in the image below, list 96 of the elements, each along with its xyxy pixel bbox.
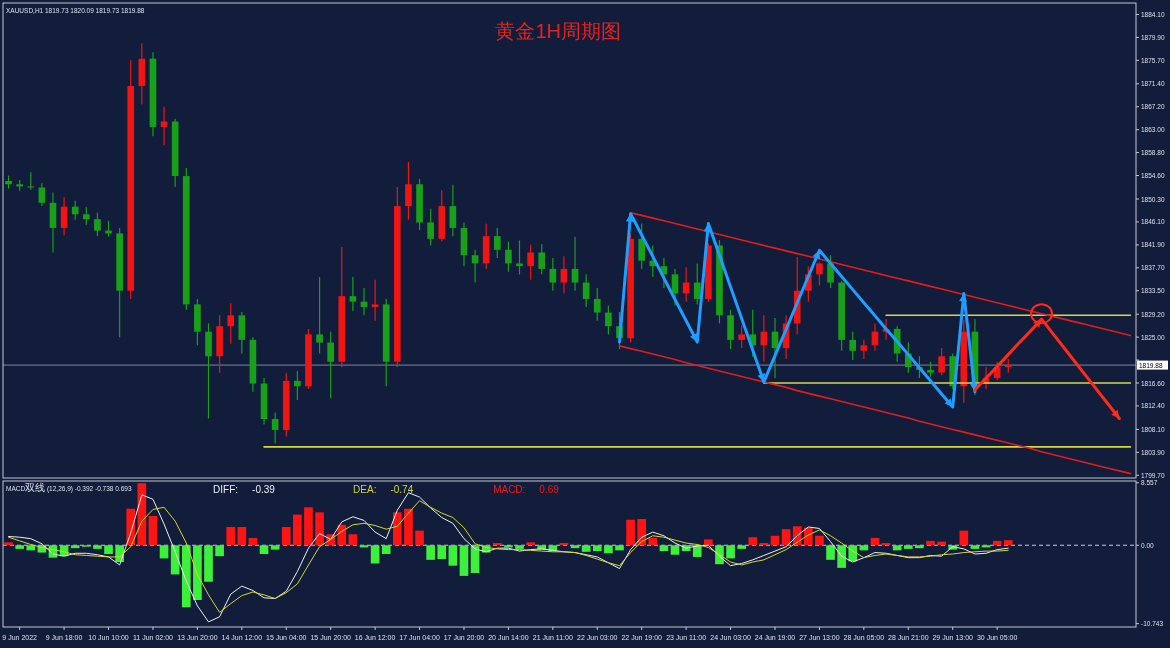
bar [193, 545, 202, 600]
bar [915, 545, 924, 549]
candlestick [316, 276, 323, 355]
bar [404, 508, 413, 546]
candlestick [449, 184, 457, 237]
bar [526, 542, 535, 546]
text: MACD: [493, 483, 526, 495]
candlestick [371, 279, 379, 322]
candlestick [516, 239, 523, 275]
candlestick [505, 240, 512, 273]
candlestick [94, 212, 101, 237]
bar [515, 545, 524, 549]
candlestick [527, 244, 534, 281]
candlestick [538, 243, 546, 275]
bar [270, 545, 280, 550]
bar [492, 543, 502, 546]
candlestick [693, 262, 701, 305]
candlestick [160, 106, 168, 146]
bar [926, 540, 935, 546]
bar [70, 545, 80, 549]
bar [93, 545, 102, 549]
bar [815, 535, 824, 546]
bar [104, 545, 113, 554]
bar [670, 545, 680, 555]
bar [626, 519, 635, 546]
bar [259, 545, 269, 554]
candlestick [860, 339, 868, 360]
candlestick [816, 261, 823, 286]
candlestick [605, 304, 612, 336]
bar [448, 545, 458, 566]
candlestick [427, 208, 434, 247]
candlestick [71, 200, 79, 221]
bar [15, 545, 24, 549]
candlestick [560, 255, 568, 295]
candlestick [349, 276, 357, 312]
bar [370, 545, 380, 564]
bar [504, 545, 513, 548]
candlestick [638, 222, 646, 270]
bar [426, 545, 435, 560]
candlestick [405, 161, 412, 221]
candlestick [294, 370, 301, 401]
bar [648, 537, 658, 546]
bar [1003, 540, 1013, 546]
bar [281, 526, 291, 546]
bar [26, 545, 36, 551]
bar [859, 545, 869, 551]
candlestick [227, 302, 235, 345]
bar [181, 545, 191, 608]
bar [393, 512, 402, 546]
bar [748, 537, 758, 546]
bar [215, 545, 224, 557]
annotation: -0.39 [252, 483, 276, 495]
bar [348, 534, 358, 546]
bar [459, 545, 469, 576]
text: DIFF: [213, 483, 239, 495]
bar [315, 512, 324, 546]
text: 黄金1H周期图 [495, 20, 621, 42]
candlestick [938, 347, 945, 376]
bar [581, 545, 591, 552]
candlestick [571, 236, 579, 292]
candlestick [271, 411, 279, 445]
bar [293, 514, 302, 546]
annotation: -0.74 [390, 483, 414, 495]
candlestick [827, 254, 834, 289]
bar [4, 542, 13, 546]
bar [148, 516, 158, 546]
candlestick [849, 331, 857, 361]
bar [737, 545, 746, 549]
bar [826, 545, 835, 560]
annotation: 0.69 [539, 483, 560, 495]
text: DEA: [353, 483, 377, 495]
bar [970, 545, 980, 549]
bar [226, 526, 236, 546]
bar [159, 545, 169, 559]
candlestick [327, 331, 335, 399]
bar [837, 545, 846, 568]
bar [570, 545, 580, 549]
bar [704, 539, 713, 546]
bar [726, 545, 735, 559]
bar [381, 545, 391, 554]
bar [604, 545, 613, 554]
bar [204, 545, 213, 582]
bar [959, 530, 969, 546]
candlestick [549, 257, 557, 292]
bar [415, 530, 424, 546]
bar [659, 545, 669, 552]
bar [304, 507, 313, 546]
candlestick [493, 227, 501, 259]
bar [615, 545, 624, 551]
bar [903, 545, 913, 549]
bar [592, 545, 602, 552]
bar [892, 545, 902, 551]
candlestick [738, 324, 745, 349]
bar [237, 526, 247, 546]
candlestick [593, 287, 601, 322]
bar [437, 545, 447, 560]
